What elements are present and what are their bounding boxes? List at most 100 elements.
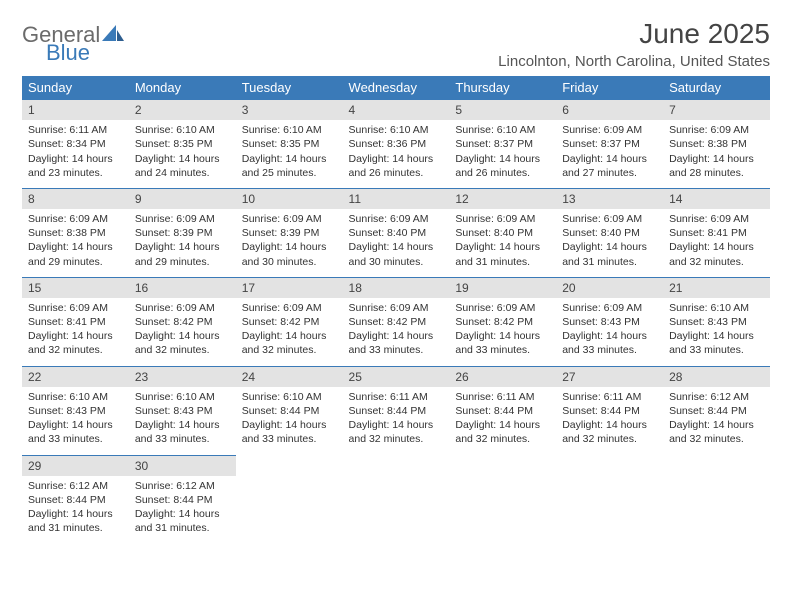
calendar-cell: 12Sunrise: 6:09 AMSunset: 8:40 PMDayligh…: [449, 188, 556, 277]
sunset-text: Sunset: 8:37 PM: [562, 137, 657, 151]
calendar-table: Sunday Monday Tuesday Wednesday Thursday…: [22, 76, 770, 543]
calendar-cell: [343, 455, 450, 544]
daylight-text: Daylight: 14 hours and 25 minutes.: [242, 152, 337, 180]
sunset-text: Sunset: 8:36 PM: [349, 137, 444, 151]
day-number: 16: [129, 277, 236, 298]
day-details: Sunrise: 6:09 AMSunset: 8:42 PMDaylight:…: [236, 298, 343, 366]
calendar-cell: [449, 455, 556, 544]
day-number: 30: [129, 455, 236, 476]
sunrise-text: Sunrise: 6:09 AM: [455, 212, 550, 226]
day-number: 12: [449, 188, 556, 209]
day-details: Sunrise: 6:10 AMSunset: 8:37 PMDaylight:…: [449, 120, 556, 188]
sunset-text: Sunset: 8:42 PM: [455, 315, 550, 329]
day-number: 3: [236, 99, 343, 120]
day-number: 4: [343, 99, 450, 120]
sunrise-text: Sunrise: 6:10 AM: [135, 123, 230, 137]
sunset-text: Sunset: 8:44 PM: [349, 404, 444, 418]
day-details: Sunrise: 6:09 AMSunset: 8:39 PMDaylight:…: [129, 209, 236, 277]
daylight-text: Daylight: 14 hours and 31 minutes.: [562, 240, 657, 268]
calendar-row: 8Sunrise: 6:09 AMSunset: 8:38 PMDaylight…: [22, 188, 770, 277]
daylight-text: Daylight: 14 hours and 32 minutes.: [669, 418, 764, 446]
day-details: Sunrise: 6:11 AMSunset: 8:44 PMDaylight:…: [343, 387, 450, 455]
calendar-cell: 10Sunrise: 6:09 AMSunset: 8:39 PMDayligh…: [236, 188, 343, 277]
day-details: Sunrise: 6:09 AMSunset: 8:39 PMDaylight:…: [236, 209, 343, 277]
day-number: 14: [663, 188, 770, 209]
daylight-text: Daylight: 14 hours and 31 minutes.: [28, 507, 123, 535]
calendar-cell: 23Sunrise: 6:10 AMSunset: 8:43 PMDayligh…: [129, 366, 236, 455]
daylight-text: Daylight: 14 hours and 33 minutes.: [28, 418, 123, 446]
sunset-text: Sunset: 8:43 PM: [669, 315, 764, 329]
sunrise-text: Sunrise: 6:11 AM: [349, 390, 444, 404]
daylight-text: Daylight: 14 hours and 33 minutes.: [242, 418, 337, 446]
sunset-text: Sunset: 8:42 PM: [242, 315, 337, 329]
page-title: June 2025: [498, 18, 770, 50]
calendar-cell: 16Sunrise: 6:09 AMSunset: 8:42 PMDayligh…: [129, 277, 236, 366]
daylight-text: Daylight: 14 hours and 33 minutes.: [349, 329, 444, 357]
calendar-cell: 18Sunrise: 6:09 AMSunset: 8:42 PMDayligh…: [343, 277, 450, 366]
day-details: Sunrise: 6:10 AMSunset: 8:36 PMDaylight:…: [343, 120, 450, 188]
sunrise-text: Sunrise: 6:10 AM: [242, 390, 337, 404]
calendar-cell: 8Sunrise: 6:09 AMSunset: 8:38 PMDaylight…: [22, 188, 129, 277]
day-number: 23: [129, 366, 236, 387]
day-number: 29: [22, 455, 129, 476]
calendar-cell: 4Sunrise: 6:10 AMSunset: 8:36 PMDaylight…: [343, 99, 450, 188]
weekday-header: Thursday: [449, 76, 556, 99]
calendar-cell: 7Sunrise: 6:09 AMSunset: 8:38 PMDaylight…: [663, 99, 770, 188]
day-number: 10: [236, 188, 343, 209]
sunrise-text: Sunrise: 6:10 AM: [28, 390, 123, 404]
calendar-cell: 24Sunrise: 6:10 AMSunset: 8:44 PMDayligh…: [236, 366, 343, 455]
sunset-text: Sunset: 8:43 PM: [28, 404, 123, 418]
sunset-text: Sunset: 8:44 PM: [669, 404, 764, 418]
daylight-text: Daylight: 14 hours and 32 minutes.: [562, 418, 657, 446]
day-number: 13: [556, 188, 663, 209]
sunrise-text: Sunrise: 6:09 AM: [349, 212, 444, 226]
daylight-text: Daylight: 14 hours and 28 minutes.: [669, 152, 764, 180]
calendar-cell: 22Sunrise: 6:10 AMSunset: 8:43 PMDayligh…: [22, 366, 129, 455]
day-details: Sunrise: 6:10 AMSunset: 8:35 PMDaylight:…: [236, 120, 343, 188]
calendar-row: 1Sunrise: 6:11 AMSunset: 8:34 PMDaylight…: [22, 99, 770, 188]
daylight-text: Daylight: 14 hours and 31 minutes.: [135, 507, 230, 535]
sunset-text: Sunset: 8:44 PM: [562, 404, 657, 418]
sunrise-text: Sunrise: 6:10 AM: [349, 123, 444, 137]
daylight-text: Daylight: 14 hours and 23 minutes.: [28, 152, 123, 180]
weekday-header: Tuesday: [236, 76, 343, 99]
calendar-cell: 6Sunrise: 6:09 AMSunset: 8:37 PMDaylight…: [556, 99, 663, 188]
daylight-text: Daylight: 14 hours and 32 minutes.: [669, 240, 764, 268]
day-number: 20: [556, 277, 663, 298]
day-number: 17: [236, 277, 343, 298]
sunset-text: Sunset: 8:42 PM: [135, 315, 230, 329]
day-details: Sunrise: 6:10 AMSunset: 8:43 PMDaylight:…: [663, 298, 770, 366]
sunrise-text: Sunrise: 6:09 AM: [135, 212, 230, 226]
daylight-text: Daylight: 14 hours and 33 minutes.: [135, 418, 230, 446]
day-details: Sunrise: 6:10 AMSunset: 8:35 PMDaylight:…: [129, 120, 236, 188]
sunset-text: Sunset: 8:43 PM: [562, 315, 657, 329]
calendar-cell: 11Sunrise: 6:09 AMSunset: 8:40 PMDayligh…: [343, 188, 450, 277]
sunrise-text: Sunrise: 6:09 AM: [135, 301, 230, 315]
daylight-text: Daylight: 14 hours and 33 minutes.: [562, 329, 657, 357]
sunrise-text: Sunrise: 6:09 AM: [28, 212, 123, 226]
daylight-text: Daylight: 14 hours and 30 minutes.: [242, 240, 337, 268]
day-details: Sunrise: 6:09 AMSunset: 8:42 PMDaylight:…: [129, 298, 236, 366]
day-details: Sunrise: 6:09 AMSunset: 8:37 PMDaylight:…: [556, 120, 663, 188]
sunrise-text: Sunrise: 6:11 AM: [562, 390, 657, 404]
weekday-header: Wednesday: [343, 76, 450, 99]
daylight-text: Daylight: 14 hours and 32 minutes.: [28, 329, 123, 357]
day-details: Sunrise: 6:09 AMSunset: 8:42 PMDaylight:…: [449, 298, 556, 366]
sunset-text: Sunset: 8:38 PM: [669, 137, 764, 151]
title-block: June 2025 Lincolnton, North Carolina, Un…: [498, 18, 770, 70]
day-number: 24: [236, 366, 343, 387]
day-number: 15: [22, 277, 129, 298]
logo: General Blue: [22, 24, 124, 64]
calendar-cell: 20Sunrise: 6:09 AMSunset: 8:43 PMDayligh…: [556, 277, 663, 366]
sunrise-text: Sunrise: 6:12 AM: [28, 479, 123, 493]
calendar-cell: 1Sunrise: 6:11 AMSunset: 8:34 PMDaylight…: [22, 99, 129, 188]
day-details: Sunrise: 6:09 AMSunset: 8:40 PMDaylight:…: [343, 209, 450, 277]
day-details: Sunrise: 6:11 AMSunset: 8:34 PMDaylight:…: [22, 120, 129, 188]
day-details: Sunrise: 6:09 AMSunset: 8:40 PMDaylight:…: [449, 209, 556, 277]
sunrise-text: Sunrise: 6:10 AM: [669, 301, 764, 315]
calendar-cell: [236, 455, 343, 544]
calendar-body: 1Sunrise: 6:11 AMSunset: 8:34 PMDaylight…: [22, 99, 770, 543]
day-number: 8: [22, 188, 129, 209]
calendar-row: 29Sunrise: 6:12 AMSunset: 8:44 PMDayligh…: [22, 455, 770, 544]
day-number: 11: [343, 188, 450, 209]
